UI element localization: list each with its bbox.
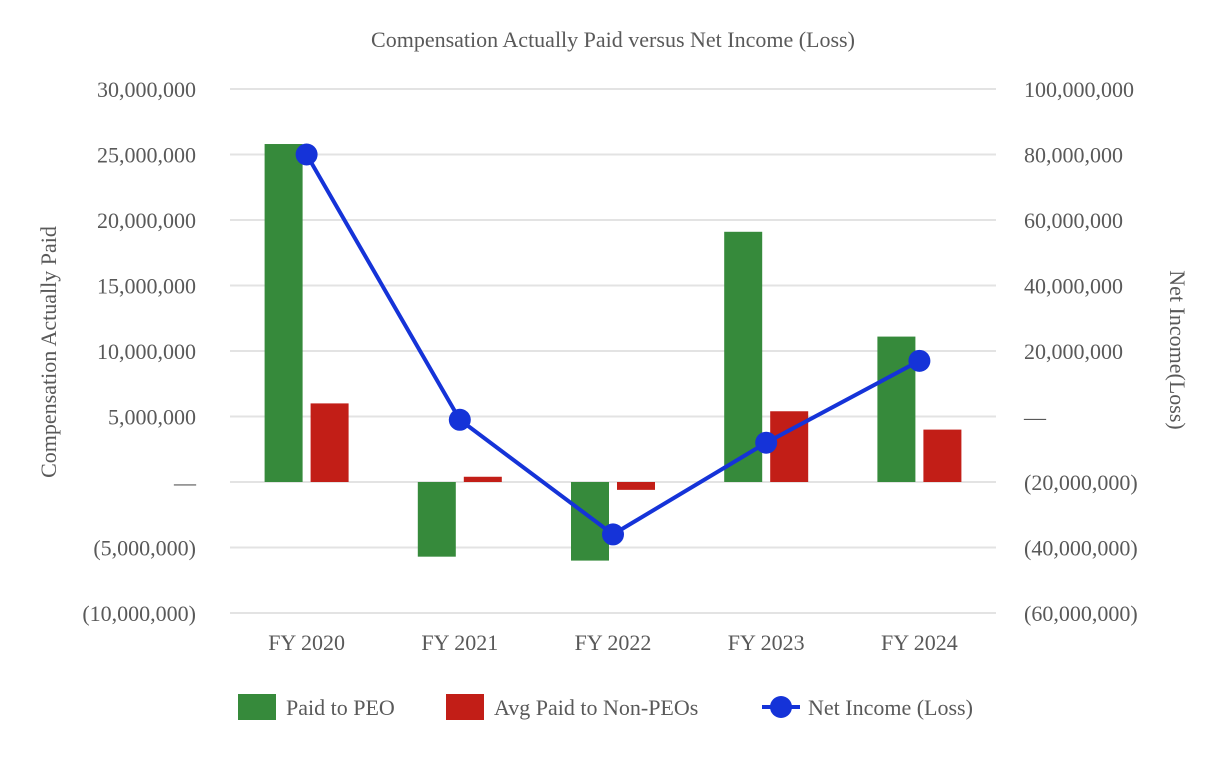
legend-label-net-income-loss-: Net Income (Loss) [808,695,973,720]
legend-label-paid-to-peo: Paid to PEO [286,695,395,720]
category-label: FY 2022 [575,630,652,655]
left-tick-label: (10,000,000) [82,601,196,626]
right-tick-label: (20,000,000) [1024,470,1138,495]
bar-paid-to-peo-1 [417,482,456,557]
left-axis-title: Compensation Actually Paid [36,226,61,478]
left-tick-label: 15,000,000 [97,274,196,299]
right-tick-label: 100,000,000 [1024,77,1134,102]
net-income-point-0 [295,143,318,166]
right-tick-label: 40,000,000 [1024,274,1123,299]
category-label: FY 2020 [268,630,345,655]
category-label: FY 2024 [881,630,958,655]
right-axis-ticks: 100,000,000 80,000,000 60,000,000 40,000,00… [1023,77,1138,626]
left-tick-label: 10,000,000 [97,339,196,364]
net-income-point-2 [602,523,624,546]
gridlines [230,88,996,614]
bar-paid-to-peo-0 [264,144,303,482]
bars [264,144,962,561]
left-axis-ticks: 30,000,000 25,000,000 20,000,000 15,000,000… [82,77,197,626]
legend-label-avg-paid-to-non-peos: Avg Paid to Non-PEOs [494,695,698,720]
chart-title: Compensation Actually Paid versus Net In… [371,27,855,52]
net-income-point-4 [908,349,931,372]
left-tick-label: 5,000,000 [108,405,196,430]
left-tick-label: 30,000,000 [97,77,196,102]
left-tick-label: 20,000,000 [97,208,196,233]
legend-swatch-paid-to-peo [238,694,276,720]
right-tick-label: 20,000,000 [1024,339,1123,364]
bar-avg-paid-to-non-peos-2 [617,482,655,490]
bar-avg-paid-to-non-peos-1 [463,476,502,482]
right-axis-title: Net Income(Loss) [1165,270,1190,429]
net-income-point-1 [448,408,471,431]
right-tick-label: — [1023,405,1047,430]
right-tick-label: (60,000,000) [1024,601,1138,626]
right-tick-label: 60,000,000 [1024,208,1123,233]
net-income-line-path [304,153,921,537]
bar-paid-to-peo-2 [571,482,609,561]
category-labels: FY 2020 FY 2021 FY 2022 FY 2023 FY 2024 [268,630,958,655]
left-tick-label: (5,000,000) [93,536,196,561]
net-income-point-3 [755,431,778,454]
left-tick-label: 25,000,000 [97,143,196,168]
net-income-line [295,143,931,546]
right-tick-label: 80,000,000 [1024,143,1123,168]
category-label: FY 2023 [728,630,805,655]
legend-swatch-avg-paid-to-non-peos [446,694,484,720]
legend: Paid to PEO Avg Paid to Non-PEOs Net Incom… [238,694,973,720]
legend-marker-net-income-loss- [770,696,792,718]
bar-avg-paid-to-non-peos-0 [310,403,349,482]
left-tick-label: — [173,470,197,495]
category-label: FY 2021 [421,630,498,655]
bar-avg-paid-to-non-peos-4 [923,429,962,482]
right-tick-label: (40,000,000) [1024,536,1138,561]
